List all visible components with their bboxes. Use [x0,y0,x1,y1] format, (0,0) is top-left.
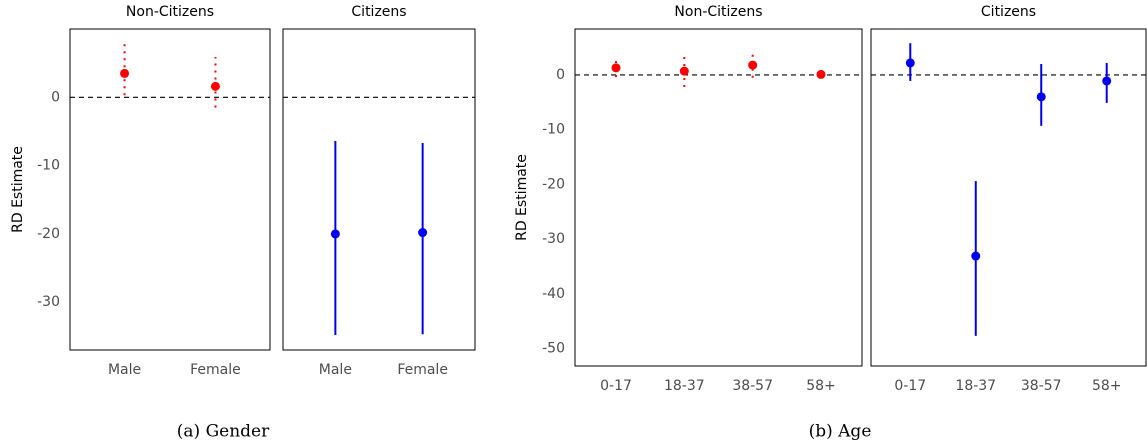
panel-border [282,28,476,351]
y-tick-label: -10 [542,122,565,138]
y-tick-label: -40 [542,286,565,302]
x-tick-label: Female [397,362,448,378]
x-tick-label: Female [190,362,241,378]
y-tick-label: -30 [542,231,565,247]
x-tick-label: 18-37 [664,378,705,394]
x-tick-label: Male [108,362,141,378]
point [210,81,220,91]
point [330,229,340,239]
y-tick-label: -10 [37,158,60,174]
y-tick-label: -30 [37,294,60,310]
y-tick-label: 0 [51,89,60,105]
panel-title: Citizens [981,4,1036,20]
x-tick-label: 0-17 [894,378,926,394]
panel-title: Non-Citizens [674,4,762,20]
point [679,66,689,76]
y-tick-label: -20 [542,176,565,192]
y-tick-label: -50 [542,340,565,356]
panel-border [69,28,271,351]
y-axis-label: RD Estimate [10,146,26,233]
caption: (a) Gender [177,422,270,442]
caption: (b) Age [809,422,872,442]
x-tick-label: 38-57 [1021,378,1062,394]
x-tick-label: 58+ [1092,378,1122,394]
x-tick-label: 0-17 [600,378,632,394]
point [971,251,981,261]
y-axis-label: RD Estimate [514,154,530,241]
x-tick-label: 38-57 [732,378,773,394]
point [1102,76,1112,86]
point [120,68,130,78]
x-tick-label: 58+ [806,378,836,394]
point [816,69,826,79]
panel-border [574,28,863,367]
point [611,63,621,73]
point [905,58,915,68]
point [418,228,428,238]
point [1036,92,1046,102]
x-tick-label: 18-37 [955,378,996,394]
y-tick-label: -20 [37,226,60,242]
x-tick-label: Male [319,362,352,378]
point [748,60,758,70]
panel-border [870,28,1147,367]
panel-title: Non-Citizens [126,4,214,20]
panel-title: Citizens [351,4,406,20]
y-tick-label: 0 [556,67,565,83]
